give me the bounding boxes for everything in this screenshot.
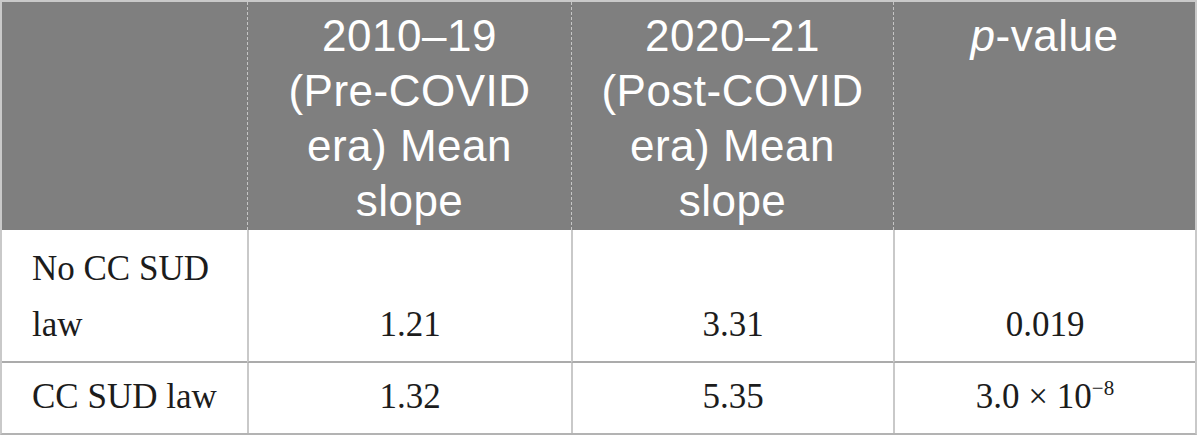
header-line: 2020–21 (572, 8, 893, 63)
scientific-notation: 3.0 × 10−8 (976, 369, 1114, 425)
value: 5.35 (702, 369, 763, 425)
header-empty-cell (2, 2, 247, 230)
mantissa: 3.0 × 10 (976, 377, 1092, 416)
table-figure: 2010–19 (Pre-COVID era) Mean slope 2020–… (0, 0, 1202, 442)
cell-law-p-value: 3.0 × 10−8 (893, 363, 1195, 433)
header-pre-covid-mean-slope: 2010–19 (Pre-COVID era) Mean slope (247, 2, 571, 230)
p-value-rest: -value (996, 11, 1119, 60)
value: 3.31 (702, 297, 763, 353)
row-label-line: CC SUD law (32, 369, 217, 425)
cell-law-post-covid-slope: 5.35 (571, 363, 893, 433)
header-line: (Pre-COVID (248, 63, 571, 118)
value: 1.21 (379, 297, 440, 353)
stats-table: 2010–19 (Pre-COVID era) Mean slope 2020–… (0, 0, 1197, 435)
header-line: slope (572, 173, 893, 228)
row-label-line: No CC SUD (32, 241, 209, 297)
header-line: era) Mean (572, 118, 893, 173)
header-line: era) Mean (248, 118, 571, 173)
header-p-value: p-value (893, 2, 1195, 230)
value: 0.019 (1006, 297, 1085, 353)
cell-no-law-pre-covid-slope: 1.21 (247, 230, 571, 363)
header-line: 2010–19 (248, 8, 571, 63)
cell-no-law-p-value: 0.019 (893, 230, 1195, 363)
exponent: −8 (1092, 376, 1114, 400)
p-value-italic-p: p (971, 11, 996, 60)
row-label-cc-sud-law: CC SUD law (2, 363, 247, 433)
cell-law-pre-covid-slope: 1.32 (247, 363, 571, 433)
row-label-no-cc-sud-law: No CC SUD law (2, 230, 247, 363)
header-line: (Post-COVID (572, 63, 893, 118)
cell-no-law-post-covid-slope: 3.31 (571, 230, 893, 363)
value: 1.32 (379, 369, 440, 425)
row-label-line: law (32, 297, 83, 353)
header-line: slope (248, 173, 571, 228)
header-post-covid-mean-slope: 2020–21 (Post-COVID era) Mean slope (571, 2, 893, 230)
